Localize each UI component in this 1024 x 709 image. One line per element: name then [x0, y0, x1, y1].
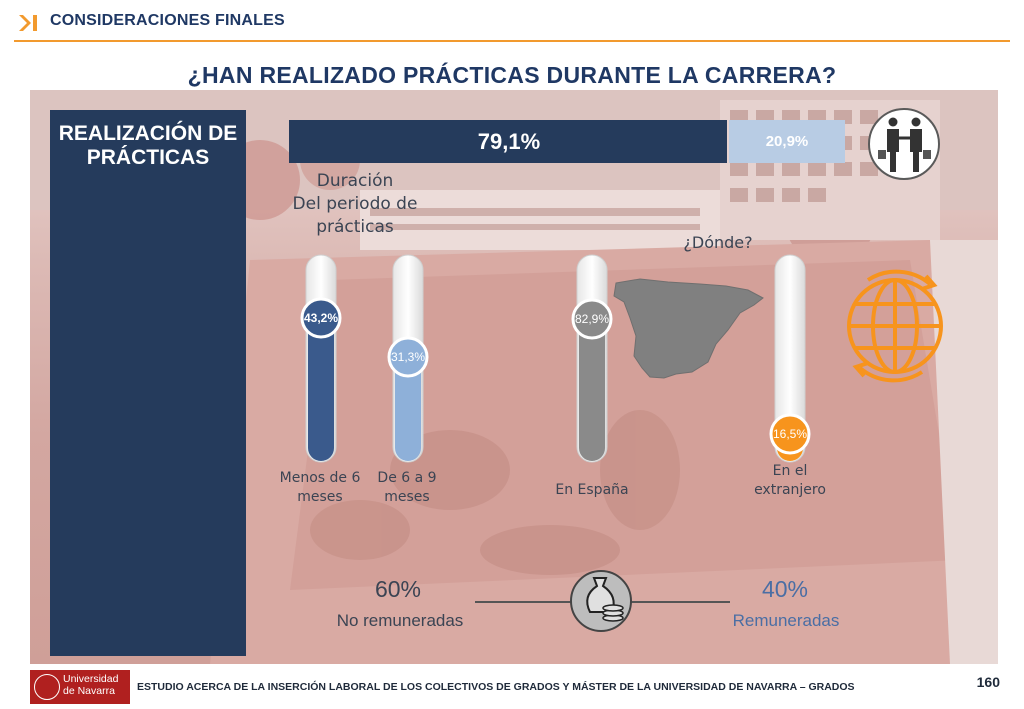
bar-label-no: 20,9%	[765, 133, 809, 150]
bar-segment-yes	[289, 120, 727, 163]
category-label-spain: En España	[555, 482, 629, 498]
category-label-less-6: Menos de 6 meses	[279, 470, 361, 505]
page-title: ¿HAN REALIZADO PRÁCTICAS DURANTE LA CARR…	[187, 62, 837, 88]
panel-title: REALIZACIÓN DE PRÁCTICAS	[58, 122, 238, 169]
unpaid-percent: 60%	[374, 576, 422, 602]
paid-percent: 40%	[761, 576, 809, 602]
left-panel	[50, 110, 246, 656]
practices-stacked-bar: 79,1% 20,9%	[289, 120, 845, 163]
header-divider	[14, 40, 1010, 42]
bar-label-yes: 79,1%	[477, 129, 541, 154]
where-title: ¿Dónde?	[683, 233, 753, 252]
page-number: 160	[976, 674, 1000, 690]
unpaid-label: No remuneradas	[336, 611, 464, 630]
university-seal-icon	[34, 674, 60, 700]
bar-segment-no	[729, 120, 845, 163]
section-title: CONSIDERACIONES FINALES	[50, 12, 285, 29]
category-label-abroad: En el extranjero	[754, 463, 826, 498]
category-label-6-9: De 6 a 9 meses	[377, 470, 437, 505]
duration-title: Duración Del periodo de prácticas	[292, 171, 418, 237]
university-name: Universidad de Navarra	[63, 673, 119, 697]
paid-label: Remuneradas	[732, 611, 840, 630]
footer-text: ESTUDIO ACERCA DE LA INSERCIÓN LABORAL D…	[137, 681, 855, 693]
section-marker-icon	[19, 15, 37, 31]
